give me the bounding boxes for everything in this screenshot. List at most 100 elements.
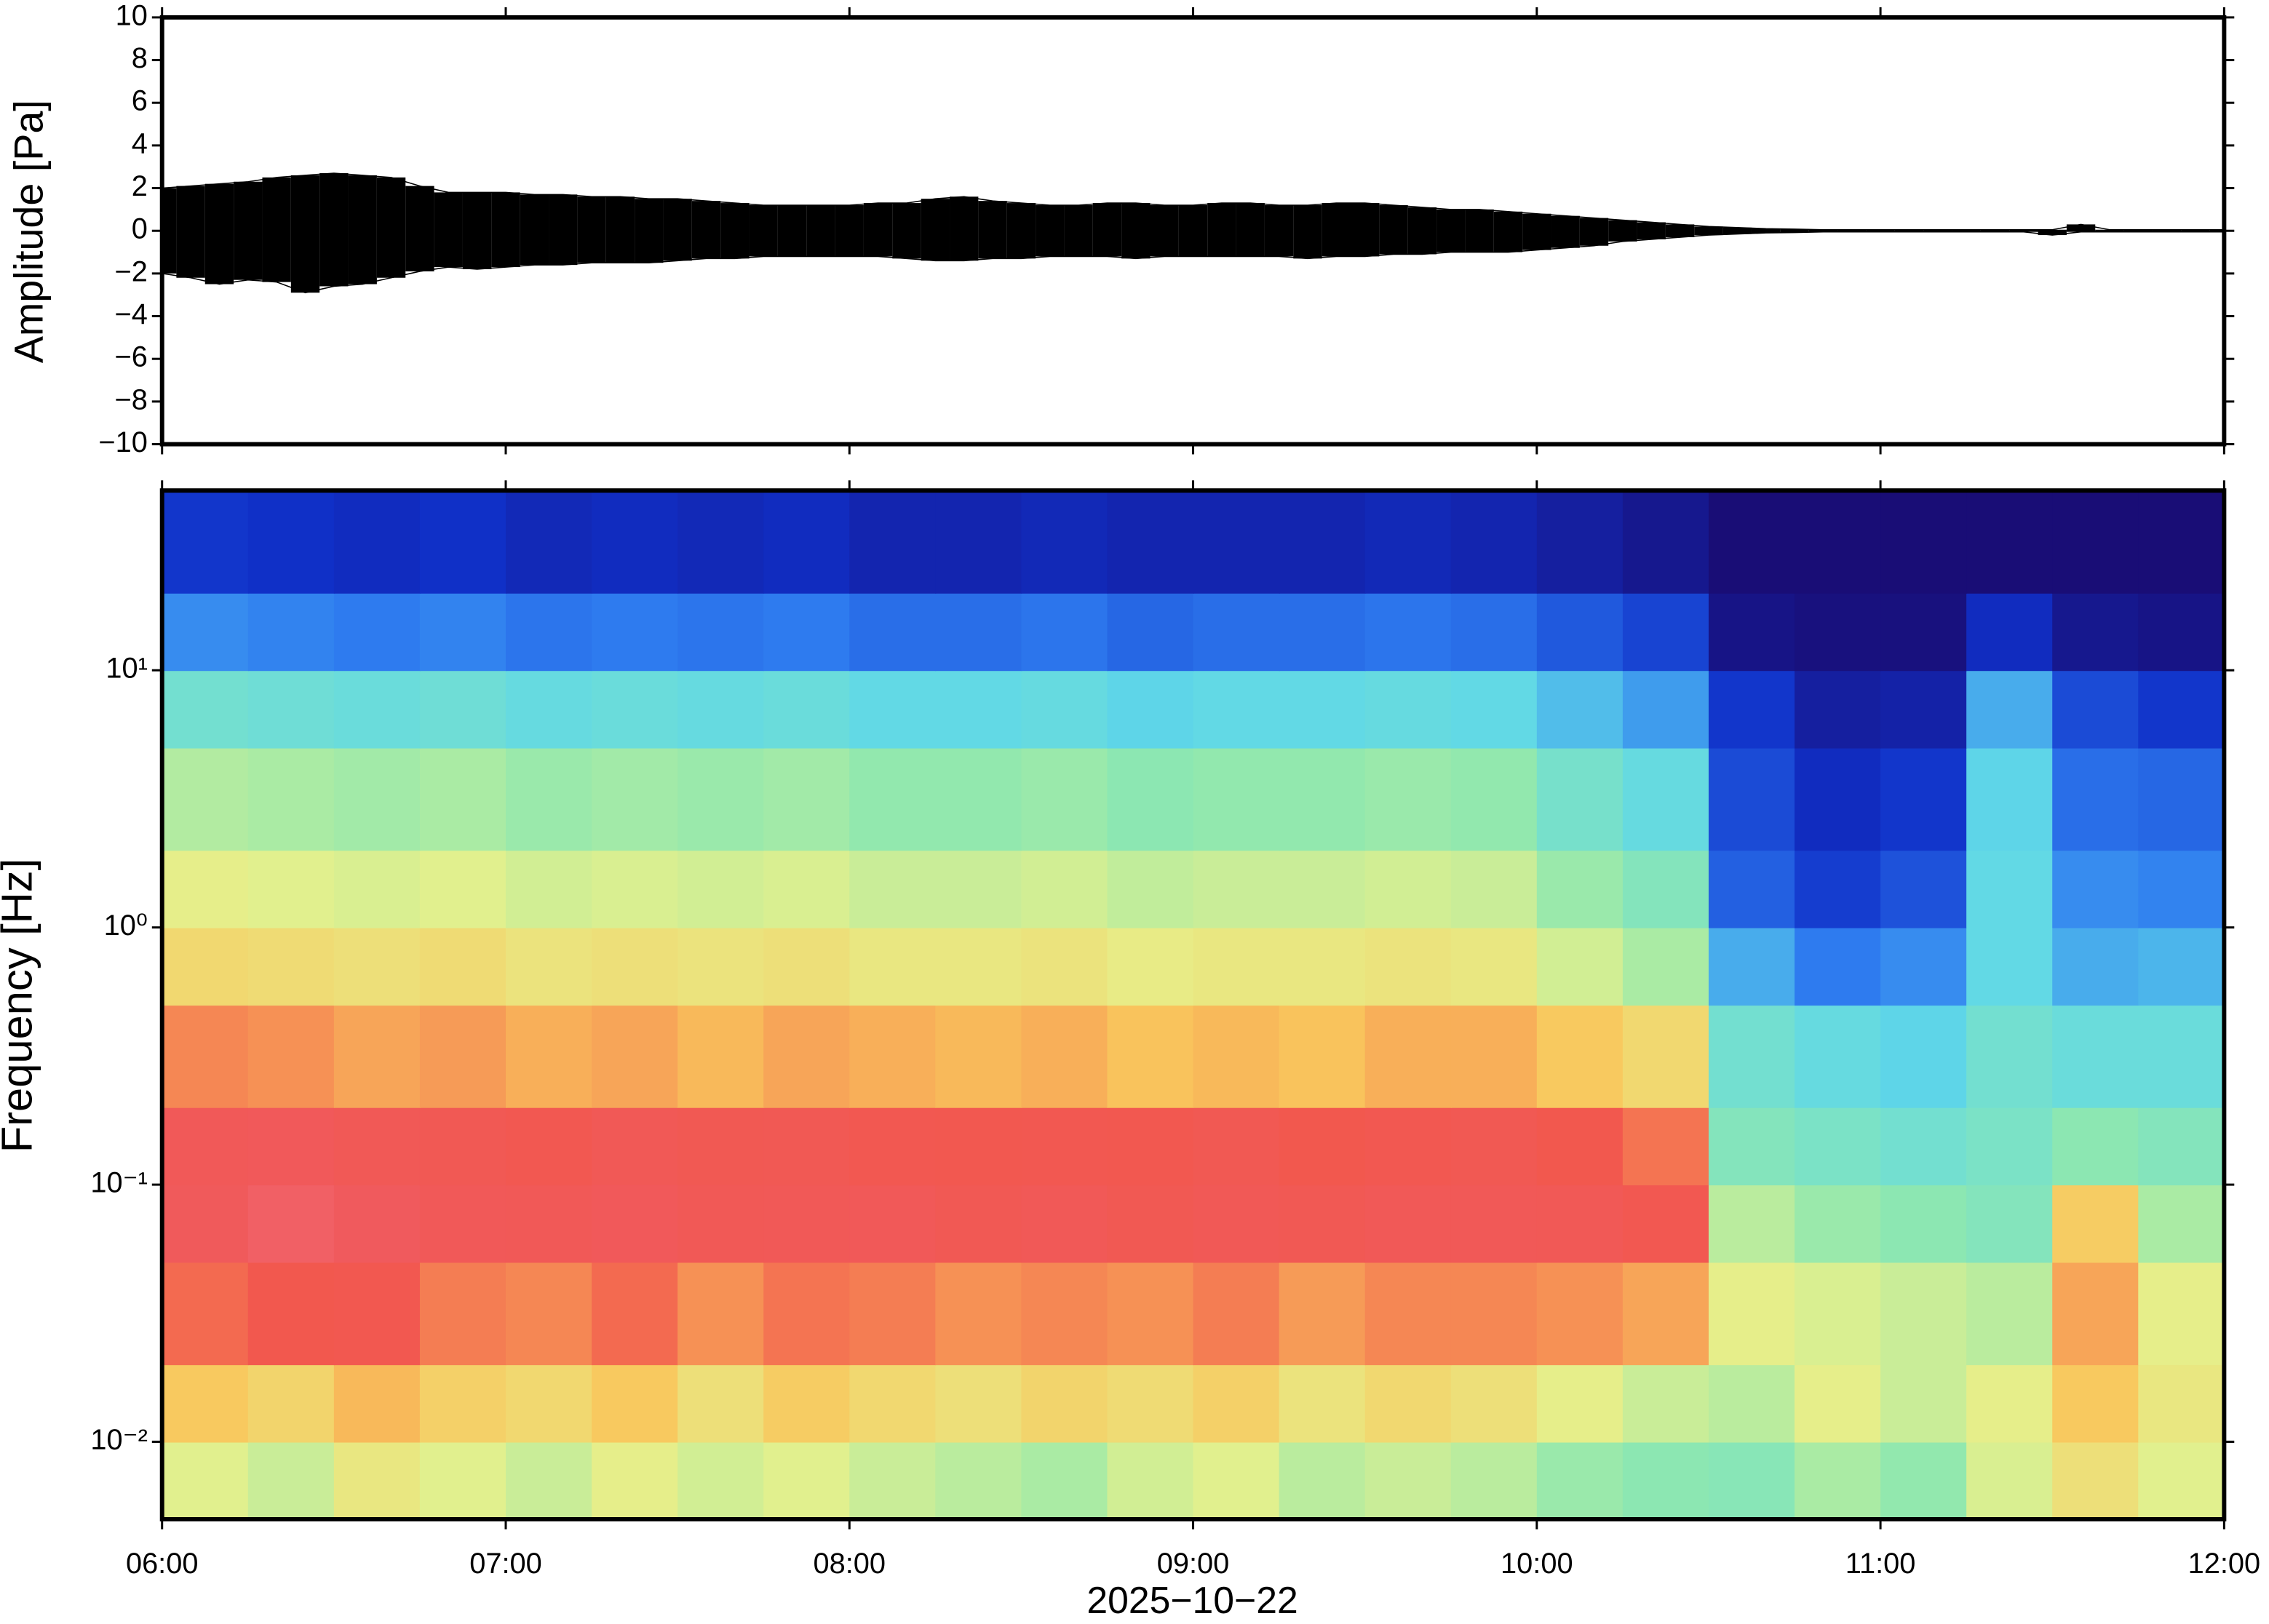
- y-tick-label: −4: [114, 298, 147, 330]
- heatmap-cell: [592, 1107, 679, 1186]
- heatmap-cell: [1450, 927, 1538, 1006]
- heatmap-cell: [1450, 1005, 1538, 1108]
- heatmap-cell: [333, 1441, 421, 1520]
- heatmap-cell: [1364, 1262, 1452, 1366]
- heatmap-cell: [162, 1107, 249, 1186]
- heatmap-cell: [677, 490, 765, 594]
- heatmap-cell: [333, 747, 421, 851]
- heatmap-cell: [1536, 850, 1624, 928]
- heatmap-cell: [1708, 1262, 1796, 1366]
- heatmap-cell: [849, 592, 937, 672]
- heatmap-cell: [419, 1364, 506, 1443]
- heatmap-cell: [1966, 1185, 2054, 1263]
- heatmap-cell: [333, 1107, 421, 1186]
- heatmap-cell: [935, 1262, 1022, 1366]
- heatmap-cell: [247, 1005, 335, 1108]
- heatmap-cell: [1450, 1262, 1538, 1366]
- waveform-segment: [1236, 203, 1265, 257]
- heatmap-cell: [763, 490, 851, 594]
- heatmap-cell: [1279, 1107, 1366, 1186]
- heatmap-cell: [162, 670, 249, 749]
- heatmap-cell: [1795, 592, 1882, 672]
- waveform-segment: [1980, 229, 2010, 232]
- heatmap-cell: [1450, 670, 1538, 749]
- x-tick-label: 10:00: [1501, 1548, 1573, 1580]
- heatmap-cell: [1193, 670, 1280, 749]
- heatmap-cell: [1966, 1364, 2054, 1443]
- x-tick-label: 08:00: [814, 1548, 886, 1580]
- waveform-segment: [1264, 205, 1294, 257]
- heatmap-cell: [1450, 747, 1538, 851]
- waveform-segment: [405, 186, 434, 271]
- heatmap-cell: [1622, 747, 1709, 851]
- heatmap-cell: [505, 1005, 593, 1108]
- heatmap-cell: [2138, 592, 2225, 672]
- heatmap-cell: [1364, 850, 1452, 928]
- waveform-segment: [434, 192, 463, 268]
- heatmap-cell: [1966, 927, 2054, 1006]
- heatmap-cell: [162, 1441, 249, 1520]
- heatmap-cell: [247, 1185, 335, 1263]
- heatmap-cell: [935, 592, 1022, 672]
- heatmap-cell: [2052, 850, 2139, 928]
- heatmap-cell: [935, 1364, 1022, 1443]
- heatmap-cell: [1795, 1441, 1882, 1520]
- heatmap-cell: [677, 850, 765, 928]
- waveform-segment: [204, 183, 234, 284]
- waveform-segment: [2066, 224, 2096, 232]
- waveform-segment: [749, 205, 778, 257]
- heatmap-cell: [1364, 747, 1452, 851]
- waveform-segment: [2123, 229, 2153, 232]
- heatmap-cell: [1536, 1005, 1624, 1108]
- heatmap-cell: [333, 670, 421, 749]
- heatmap-cell: [1021, 927, 1108, 1006]
- heatmap-cell: [1021, 592, 1108, 672]
- heatmap-cell: [1364, 927, 1452, 1006]
- heatmap-cell: [592, 1005, 679, 1108]
- waveform-segment: [162, 188, 177, 274]
- heatmap-cell: [1279, 1005, 1366, 1108]
- heatmap-cell: [419, 670, 506, 749]
- heatmap-cell: [419, 490, 506, 594]
- waveform-segment: [2152, 229, 2182, 232]
- heatmap-cell: [763, 927, 851, 1006]
- heatmap-cell: [677, 670, 765, 749]
- waveform-segment: [863, 203, 893, 257]
- heatmap-cell: [1795, 1185, 1882, 1263]
- waveform-segment: [1293, 205, 1322, 259]
- heatmap-cell: [1880, 490, 1968, 594]
- heatmap-cell: [1708, 850, 1796, 928]
- heatmap-cell: [935, 747, 1022, 851]
- waveform-segment: [2095, 229, 2124, 232]
- heatmap-cell: [1536, 927, 1624, 1006]
- heatmap-cell: [763, 1262, 851, 1366]
- heatmap-cell: [849, 670, 937, 749]
- heatmap-cell: [935, 1185, 1022, 1263]
- heatmap-cell: [1622, 1441, 1709, 1520]
- waveform-segment: [1751, 228, 1781, 234]
- waveform-segment: [1608, 220, 1637, 242]
- heatmap-cell: [1364, 490, 1452, 594]
- heatmap-cell: [333, 490, 421, 594]
- heatmap-cell: [763, 850, 851, 928]
- heatmap-cell: [935, 1107, 1022, 1186]
- heatmap-cell: [1107, 1107, 1194, 1186]
- waveform-segment: [520, 194, 549, 266]
- heatmap-cell: [1193, 1005, 1280, 1108]
- x-tick-label: 12:00: [2188, 1548, 2261, 1580]
- heatmap-cell: [1966, 1107, 2054, 1186]
- x-axis-label: 2025−10−22: [1086, 1579, 1298, 1621]
- heatmap-cell: [1193, 927, 1280, 1006]
- waveform-segment: [1493, 211, 1523, 252]
- heatmap-cell: [505, 1107, 593, 1186]
- heatmap-cell: [419, 850, 506, 928]
- waveform-segment: [2209, 229, 2225, 232]
- heatmap-cell: [677, 927, 765, 1006]
- heatmap-cell: [1795, 747, 1882, 851]
- heatmap-cell: [1107, 490, 1194, 594]
- heatmap-cell: [419, 1262, 506, 1366]
- waveform-segment: [1064, 205, 1093, 257]
- y-tick-label: 10⁰: [104, 909, 148, 942]
- heatmap-cell: [935, 490, 1022, 594]
